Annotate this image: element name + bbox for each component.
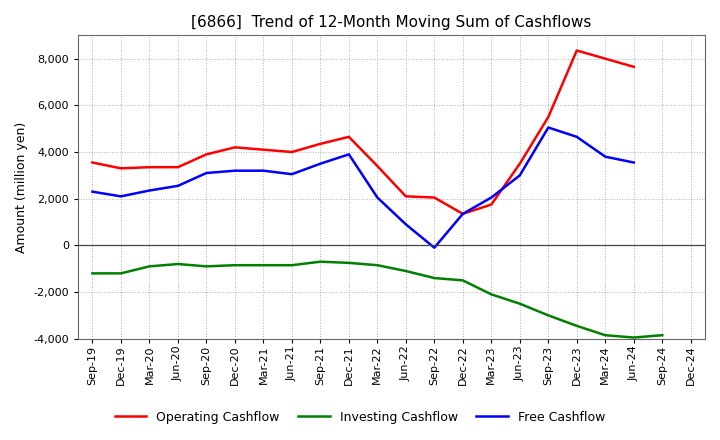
Operating Cashflow (572, 48, 581, 53)
Investing Cashflow (430, 275, 438, 281)
Free Cashflow (459, 211, 467, 216)
Investing Cashflow (316, 259, 325, 264)
Operating Cashflow (601, 56, 610, 61)
Investing Cashflow (259, 263, 268, 268)
Free Cashflow (373, 195, 382, 200)
Operating Cashflow (516, 161, 524, 166)
Operating Cashflow (544, 114, 553, 120)
Operating Cashflow (145, 165, 154, 170)
Operating Cashflow (629, 64, 638, 70)
Free Cashflow (88, 189, 96, 194)
Investing Cashflow (459, 278, 467, 283)
Free Cashflow (230, 168, 239, 173)
Free Cashflow (629, 160, 638, 165)
Investing Cashflow (174, 261, 182, 267)
Investing Cashflow (373, 263, 382, 268)
Line: Operating Cashflow: Operating Cashflow (92, 51, 634, 214)
Investing Cashflow (402, 268, 410, 274)
Operating Cashflow (487, 202, 495, 207)
Free Cashflow (316, 161, 325, 166)
Free Cashflow (544, 125, 553, 130)
Line: Investing Cashflow: Investing Cashflow (92, 262, 662, 337)
Investing Cashflow (601, 333, 610, 338)
Investing Cashflow (287, 263, 296, 268)
Investing Cashflow (230, 263, 239, 268)
Operating Cashflow (230, 145, 239, 150)
Free Cashflow (345, 152, 354, 157)
Investing Cashflow (345, 260, 354, 265)
Operating Cashflow (117, 166, 125, 171)
Free Cashflow (145, 188, 154, 193)
Free Cashflow (516, 173, 524, 178)
Investing Cashflow (202, 264, 211, 269)
Operating Cashflow (88, 160, 96, 165)
Operating Cashflow (345, 134, 354, 139)
Investing Cashflow (117, 271, 125, 276)
Operating Cashflow (202, 152, 211, 157)
Free Cashflow (402, 222, 410, 227)
Operating Cashflow (287, 149, 296, 154)
Legend: Operating Cashflow, Investing Cashflow, Free Cashflow: Operating Cashflow, Investing Cashflow, … (110, 407, 610, 429)
Operating Cashflow (459, 211, 467, 216)
Operating Cashflow (259, 147, 268, 152)
Investing Cashflow (658, 333, 667, 338)
Y-axis label: Amount (million yen): Amount (million yen) (15, 121, 28, 253)
Operating Cashflow (316, 141, 325, 147)
Line: Free Cashflow: Free Cashflow (92, 128, 634, 248)
Investing Cashflow (145, 264, 154, 269)
Free Cashflow (287, 172, 296, 177)
Free Cashflow (487, 195, 495, 200)
Title: [6866]  Trend of 12-Month Moving Sum of Cashflows: [6866] Trend of 12-Month Moving Sum of C… (192, 15, 592, 30)
Free Cashflow (174, 183, 182, 188)
Operating Cashflow (402, 194, 410, 199)
Operating Cashflow (430, 195, 438, 200)
Operating Cashflow (373, 163, 382, 169)
Free Cashflow (117, 194, 125, 199)
Free Cashflow (572, 134, 581, 139)
Investing Cashflow (544, 313, 553, 318)
Investing Cashflow (572, 323, 581, 329)
Investing Cashflow (516, 301, 524, 306)
Free Cashflow (430, 245, 438, 250)
Free Cashflow (259, 168, 268, 173)
Operating Cashflow (174, 165, 182, 170)
Investing Cashflow (487, 292, 495, 297)
Free Cashflow (202, 170, 211, 176)
Free Cashflow (601, 154, 610, 159)
Investing Cashflow (629, 335, 638, 340)
Investing Cashflow (88, 271, 96, 276)
